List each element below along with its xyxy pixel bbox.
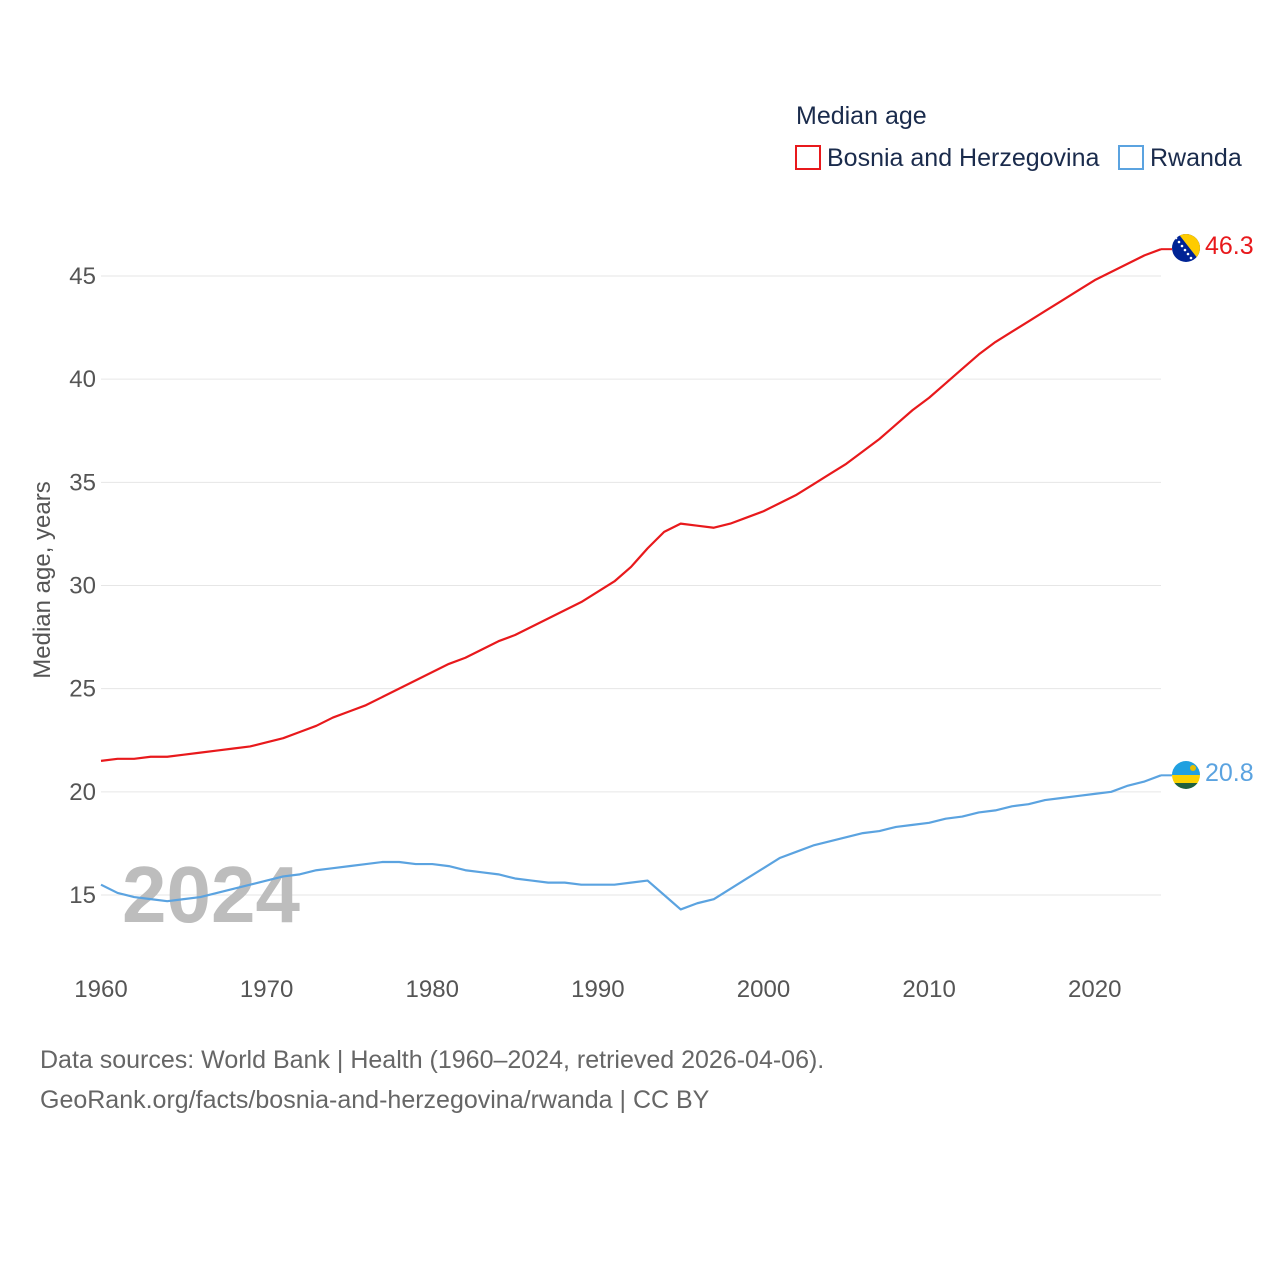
series-lines	[100, 248, 1172, 911]
end-label-rwanda: 20.8	[1205, 759, 1254, 787]
y-tick-label: 40	[69, 366, 96, 393]
rwanda-flag-icon	[1172, 761, 1200, 789]
gridlines	[101, 275, 1161, 896]
data-source-footer: Data sources: World Bank | Health (1960–…	[40, 1040, 824, 1120]
series-line-bosnia-and-herzegovina[interactable]	[100, 248, 1162, 762]
median-age-chart: 15 20 25 30 35 40 45 1960 1970 1980 1990 2000 2010 2…	[29, 102, 1254, 1003]
y-tick-label: 30	[69, 573, 96, 600]
legend-title: Median age	[796, 102, 927, 130]
y-tick-label: 45	[69, 263, 96, 290]
y-axis-title: Median age, years	[29, 481, 56, 678]
x-tick-label: 2000	[737, 976, 790, 1003]
x-tick-label: 1960	[74, 976, 127, 1003]
y-tick-label: 20	[69, 779, 96, 806]
legend-label-bosnia: Bosnia and Herzegovina	[827, 144, 1099, 172]
x-tick-label: 1970	[240, 976, 293, 1003]
y-tick-label: 35	[69, 469, 96, 496]
legend-item-rwanda[interactable]: Rwanda	[1118, 144, 1242, 172]
x-tick-label: 2020	[1068, 976, 1121, 1003]
x-tick-label: 1980	[406, 976, 459, 1003]
y-tick-label: 25	[69, 676, 96, 703]
footer-attribution-link[interactable]: GeoRank.org/facts/bosnia-and-herzegovina…	[40, 1086, 710, 1114]
y-axis-ticks: 15 20 25 30 35 40 45	[69, 263, 96, 909]
bosnia-flag-icon	[1172, 234, 1200, 262]
legend-swatch-bosnia	[795, 145, 821, 170]
legend-label-rwanda: Rwanda	[1150, 144, 1242, 172]
x-tick-label: 2010	[902, 976, 955, 1003]
end-label-bosnia: 46.3	[1205, 232, 1254, 260]
series-line-rwanda[interactable]	[100, 774, 1162, 911]
footer-source-text: Data sources: World Bank | Health (1960–…	[40, 1046, 825, 1074]
y-tick-label: 15	[69, 882, 96, 909]
x-tick-label: 1990	[571, 976, 624, 1003]
x-axis-ticks: 1960 1970 1980 1990 2000 2010 2020	[74, 976, 1121, 1003]
legend-item-bosnia[interactable]: Bosnia and Herzegovina	[795, 144, 1099, 172]
legend-swatch-rwanda	[1118, 145, 1144, 170]
